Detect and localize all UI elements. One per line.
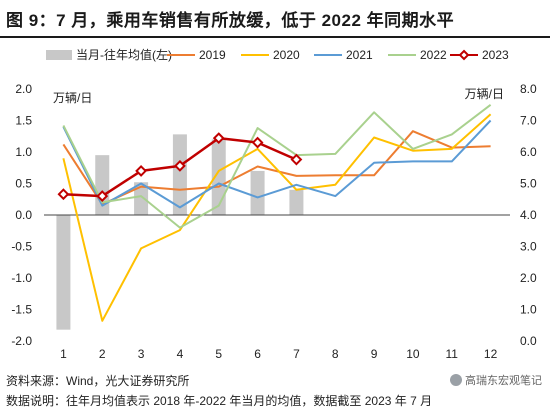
x-tick-label: 5: [215, 347, 222, 361]
point-2023-1: [57, 188, 70, 201]
bar-1: [56, 215, 71, 330]
left-tick-label: -1.5: [11, 303, 32, 317]
watermark-text: 高瑞东宏观笔记: [465, 375, 542, 387]
x-tick-label: 9: [371, 347, 378, 361]
bar-6: [250, 170, 265, 215]
left-tick-label: 1.5: [15, 114, 32, 128]
right-tick-label: 6.0: [520, 145, 537, 159]
point-2023-3: [135, 164, 147, 177]
legend-label: 2022: [420, 48, 447, 62]
left-tick-label: 1.0: [15, 145, 32, 159]
bar-3: [134, 182, 149, 215]
left-tick-label: 0.0: [15, 208, 32, 222]
left-tick-label: 2.0: [15, 82, 32, 96]
right-tick-label: 2.0: [520, 271, 537, 285]
series-line-2019: [62, 130, 491, 206]
source-note: 资料来源：Wind，光大证券研究所: [6, 374, 190, 388]
series-line-2020: [62, 113, 492, 322]
right-tick-label: 8.0: [520, 82, 537, 96]
x-tick-label: 3: [138, 347, 145, 361]
left-tick-label: -0.5: [11, 240, 32, 254]
point-2023-7: [290, 153, 303, 166]
point-2023-5: [212, 132, 225, 145]
x-tick-label: 2: [99, 347, 106, 361]
bar-7: [289, 189, 304, 215]
right-tick-label: 1.0: [520, 303, 537, 317]
point-2023-6: [251, 136, 264, 149]
x-tick-label: 6: [254, 347, 261, 361]
data-note: 数据说明：往年月均值表示 2018 年-2022 年当月的均值，数据截至 202…: [6, 394, 433, 408]
legend-label: 当月-往年均值(左): [76, 47, 172, 62]
series-line-2022: [62, 104, 492, 229]
right-tick-label: 5.0: [520, 177, 537, 191]
point-2023-4: [174, 159, 186, 172]
watermark-icon: [450, 374, 462, 386]
left-tick-label: -1.0: [11, 271, 32, 285]
left-tick-label: -2.0: [11, 334, 32, 348]
bar-4: [172, 134, 187, 215]
x-tick-label: 10: [406, 347, 420, 361]
figure-title: 图 9：7 月，乘用车销售有所放缓，低于 2022 年同期水平: [6, 11, 455, 30]
x-tick-label: 11: [446, 347, 459, 361]
legend-swatch-bar: [46, 50, 72, 60]
series-line-2021: [62, 119, 492, 209]
legend-label: 2020: [273, 48, 300, 62]
x-tick-label: 7: [293, 347, 300, 361]
legend-label: 2023: [482, 48, 509, 62]
right-tick-label: 4.0: [520, 208, 537, 222]
point-2023-2: [96, 190, 109, 203]
right-tick-label: 3.0: [520, 240, 537, 254]
x-tick-label: 4: [177, 347, 184, 361]
right-tick-label: 7.0: [520, 114, 537, 128]
title-rule: [0, 36, 550, 38]
chart-svg: 当月-往年均值(左) 2019 2020 2021 2022 2023 2.0 1.5 1.0 0…: [11, 47, 537, 361]
legend-label: 2019: [199, 48, 226, 62]
right-axis-unit: 万辆/日: [465, 87, 504, 101]
legend-label: 2021: [346, 48, 373, 62]
x-tick-label: 12: [484, 347, 498, 361]
x-tick-label: 8: [332, 347, 339, 361]
legend-marker-2023: [458, 49, 470, 61]
watermark: 高瑞东宏观笔记: [450, 372, 542, 388]
x-tick-label: 1: [60, 347, 67, 361]
left-tick-label: 0.5: [15, 177, 32, 191]
left-axis-unit: 万辆/日: [53, 91, 92, 105]
right-tick-label: 0.0: [520, 334, 537, 348]
bar-5: [211, 139, 226, 215]
